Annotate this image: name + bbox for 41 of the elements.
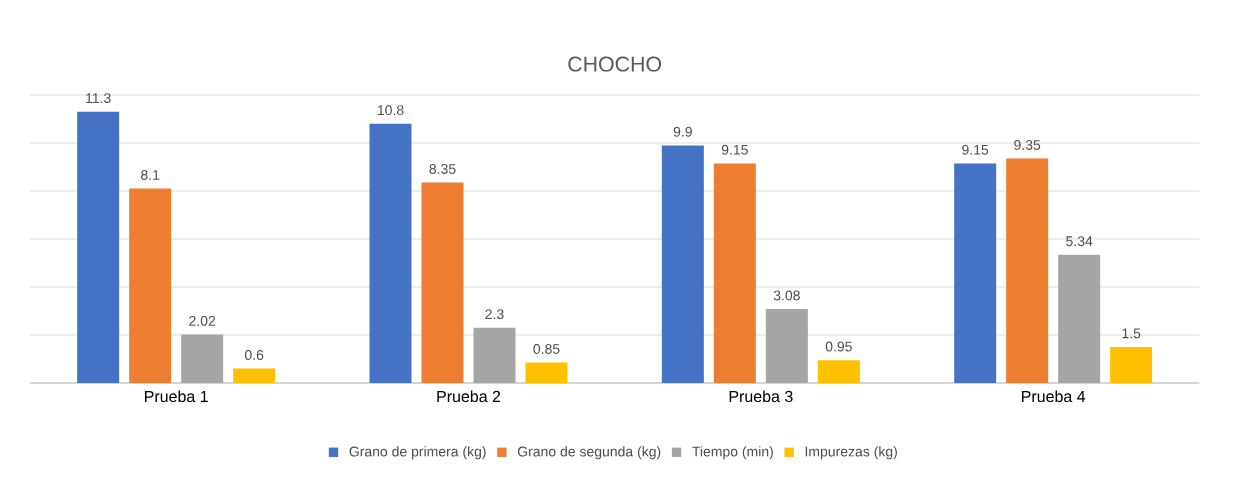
data-label: 8.1 (141, 169, 160, 180)
data-label: 11.3 (86, 93, 111, 104)
data-label: 9.35 (1014, 139, 1041, 150)
bar (77, 111, 120, 383)
bar (473, 327, 516, 383)
bar (1110, 347, 1153, 383)
bar (817, 360, 860, 383)
bar (661, 145, 704, 383)
bar (233, 368, 276, 383)
bar (525, 362, 568, 383)
bar (369, 123, 412, 383)
legend-label: Grano de primera (kg) (349, 446, 486, 460)
data-label: 0.85 (533, 343, 560, 354)
bar (129, 188, 172, 383)
bar (1058, 254, 1101, 383)
data-label: 1.5 (1122, 328, 1141, 339)
data-label: 5.34 (1066, 236, 1093, 247)
data-label: 10.8 (377, 105, 404, 116)
legend-label: Grano de segunda (kg) (517, 446, 661, 460)
data-label: 2.3 (485, 309, 504, 320)
bar (181, 334, 224, 383)
bar (713, 163, 756, 383)
data-label: 8.35 (429, 163, 456, 174)
data-label: 2.02 (189, 315, 216, 326)
legend-label: Impurezas (kg) (805, 446, 897, 460)
data-label: 0.95 (825, 341, 852, 352)
data-label: 3.08 (773, 290, 800, 301)
data-label: 0.6 (244, 349, 264, 360)
x-tick-label: Prueba 4 (1022, 390, 1086, 403)
data-label: 9.9 (673, 126, 692, 137)
legend-label: Tiempo (min) (692, 446, 773, 460)
x-tick-label: Prueba 1 (145, 390, 208, 403)
bar (765, 309, 808, 383)
x-tick-label: Prueba 3 (729, 390, 793, 403)
data-label: 9.15 (962, 144, 989, 155)
bar (421, 182, 464, 383)
bar (1006, 158, 1049, 383)
bar (954, 163, 997, 383)
data-label: 9.15 (721, 144, 748, 155)
chart-title: CHOCHO (568, 56, 662, 72)
x-tick-label: Prueba 2 (437, 390, 501, 403)
